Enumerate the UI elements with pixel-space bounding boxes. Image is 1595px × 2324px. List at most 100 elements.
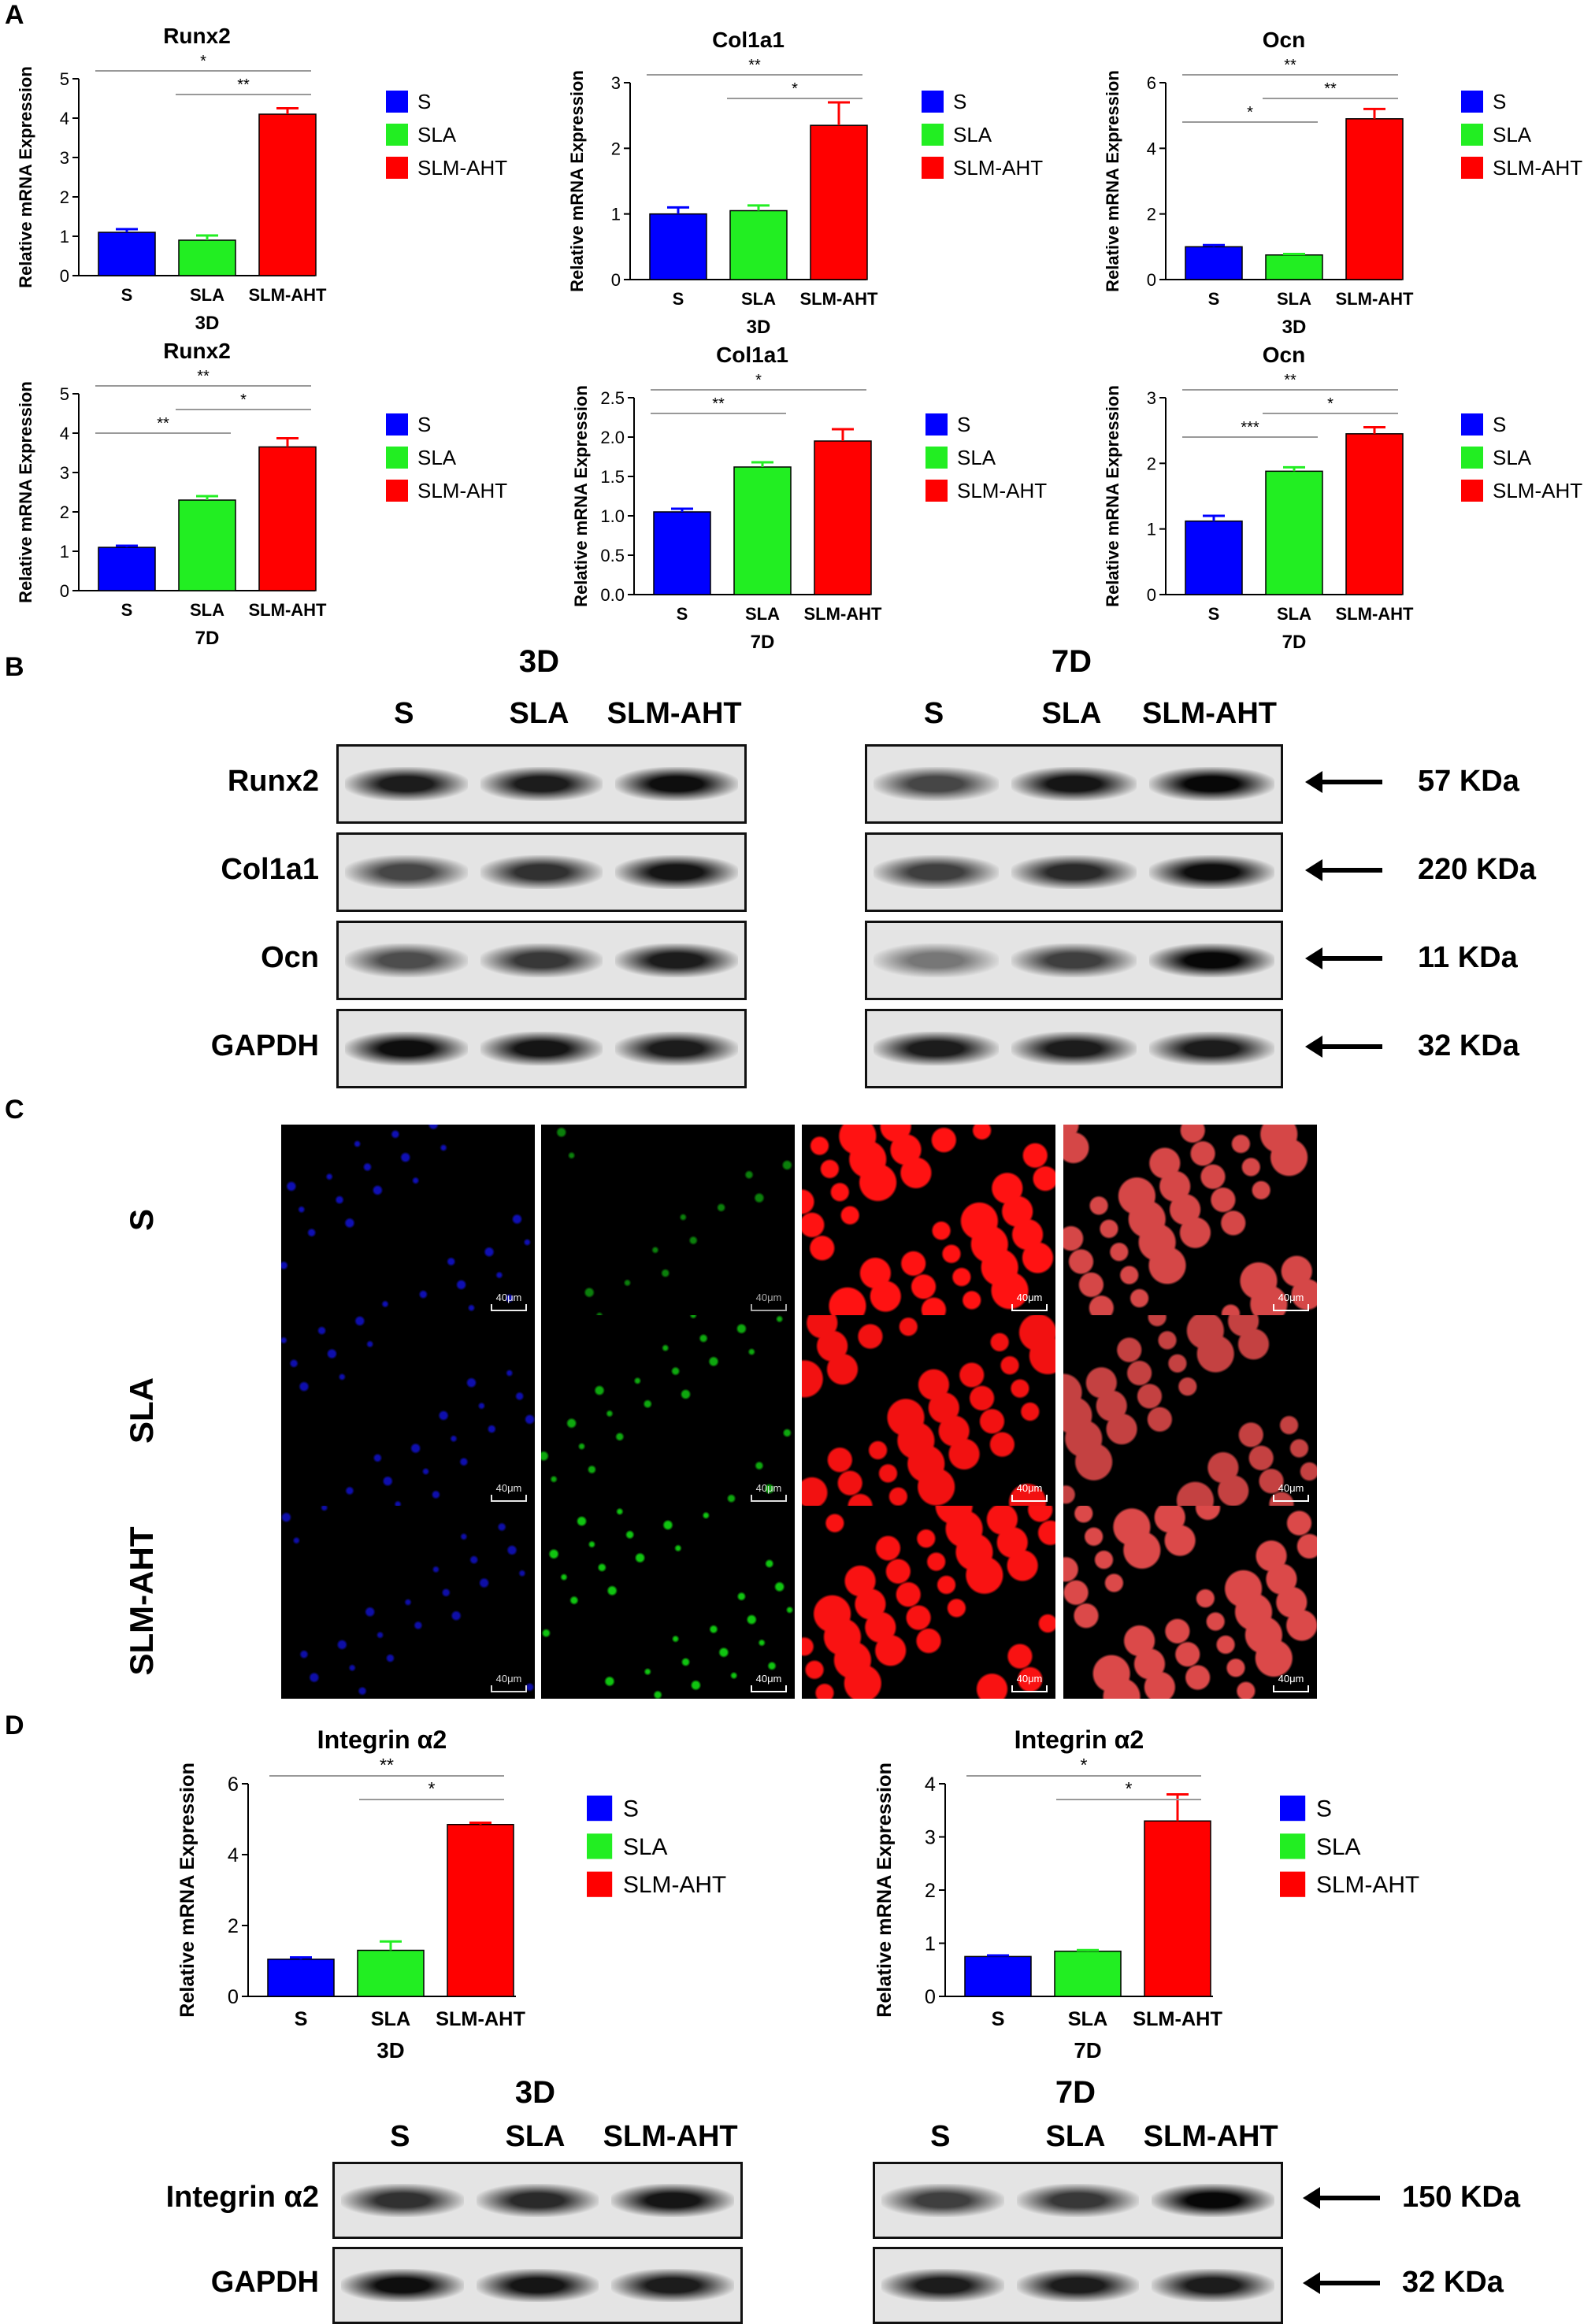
arrow-icon — [1303, 2187, 1380, 2209]
band — [874, 943, 999, 977]
y-tick-label: 3 — [925, 1827, 936, 1849]
significance-label: * — [1327, 395, 1333, 413]
legend-label: SLM-AHT — [1316, 1872, 1419, 1898]
bar-s — [1185, 246, 1243, 280]
significance-label: *** — [1241, 419, 1259, 436]
x-axis-label: 7D — [195, 628, 220, 649]
y-tick-label: 4 — [60, 109, 69, 128]
if-image-cell: 40μm — [541, 1315, 795, 1508]
legend-swatch-sla — [386, 124, 408, 146]
legend-swatch-s — [386, 91, 408, 113]
bar-s — [653, 511, 711, 595]
blot-strip-7d — [865, 832, 1283, 912]
scale-bar: 40μm — [1011, 1482, 1048, 1502]
blot-strip-3d — [336, 832, 747, 912]
scale-bar-line — [751, 1685, 787, 1692]
band — [1152, 2269, 1274, 2302]
band — [345, 855, 468, 889]
blot-strip-7d — [865, 744, 1283, 824]
y-tick-label: 1 — [925, 1933, 936, 1955]
scale-bar-line — [491, 1685, 527, 1692]
chart-integrin-a2-7d: Integrin α2 Relative mRNA Expression 0 1 2 3 4… — [859, 1713, 1567, 2075]
band — [611, 2184, 734, 2217]
blot-strip-3d — [336, 744, 747, 824]
significance-label: ** — [1284, 372, 1296, 389]
y-tick-label: 0 — [611, 270, 621, 290]
scale-bar-line — [1011, 1495, 1048, 1502]
if-image-cell: 40μm — [541, 1125, 795, 1318]
legend-swatch-slm-aht — [386, 480, 408, 502]
band — [345, 1032, 468, 1066]
y-tick-label: 2.0 — [600, 428, 625, 447]
lane-label-7d: S — [930, 2120, 951, 2153]
blot-strip-7d — [873, 2162, 1283, 2239]
legend-swatch-slm-aht — [922, 157, 944, 179]
bar-s — [98, 547, 156, 591]
legend-label: SLM-AHT — [417, 479, 507, 502]
blot-strip-3d — [336, 921, 747, 1000]
y-tick-label: 4 — [228, 1844, 239, 1866]
bar-slm-aht — [1144, 1820, 1211, 1997]
x-axis-label: 7D — [1282, 632, 1307, 653]
y-tick-label: 3 — [611, 73, 621, 93]
significance-label: * — [200, 53, 206, 70]
significance-label: * — [1126, 1778, 1133, 1799]
x-tick-label: SLM-AHT — [1133, 2008, 1222, 2030]
significance-label: ** — [157, 415, 169, 432]
x-axis-label: 7D — [751, 632, 775, 653]
bar-sla — [1265, 470, 1323, 595]
band — [615, 855, 738, 889]
y-axis-label: Relative mRNA Expression — [16, 381, 35, 603]
band — [1011, 767, 1137, 801]
chart-runx2-3d: Runx2 Relative mRNA Expression 0 1 2 3 4 5 S SLA S… — [0, 16, 536, 339]
y-axis-label: Relative mRNA Expression — [176, 1762, 198, 2018]
scale-bar: 40μm — [1273, 1292, 1309, 1311]
legend-label: SLM-AHT — [417, 156, 507, 180]
y-axis-label: Relative mRNA Expression — [567, 70, 587, 292]
legend-label: S — [1493, 90, 1506, 113]
legend-label: SLA — [1493, 446, 1532, 469]
chart-title: Runx2 — [163, 339, 231, 363]
x-tick-label: SLA — [1277, 604, 1311, 624]
legend-swatch-sla — [922, 124, 944, 146]
legend-label: S — [417, 413, 431, 436]
y-tick-label: 6 — [228, 1774, 239, 1796]
scale-bar-line — [1273, 1495, 1309, 1502]
legend-swatch-slm-aht — [1461, 480, 1483, 502]
scale-bar-label: 40μm — [755, 1292, 782, 1303]
y-axis-label: Relative mRNA Expression — [1103, 385, 1122, 607]
band — [881, 2269, 1004, 2302]
blot-row-label: Ocn — [261, 940, 319, 974]
if-image-cell: 40μm — [802, 1125, 1055, 1318]
band — [615, 767, 738, 801]
legend-label: SLA — [417, 123, 457, 146]
molecular-weight-label: 220 KDa — [1418, 852, 1536, 886]
scale-bar: 40μm — [751, 1482, 787, 1502]
x-tick-label: SLA — [745, 604, 780, 624]
lane-label-3d: SLM-AHT — [606, 697, 742, 730]
scale-bar-label: 40μm — [495, 1673, 522, 1685]
band — [1011, 943, 1137, 977]
legend-swatch-sla — [925, 447, 948, 469]
band — [341, 2184, 464, 2217]
significance-label: ** — [1284, 57, 1296, 74]
arrow-icon — [1305, 947, 1382, 969]
y-tick-label: 1 — [1147, 520, 1156, 539]
x-axis-label: 3D — [376, 2038, 404, 2063]
x-tick-label: SLA — [190, 600, 224, 620]
legend-swatch-slm-aht — [386, 157, 408, 179]
scale-bar: 40μm — [751, 1673, 787, 1692]
lane-label-3d: SLA — [509, 697, 569, 730]
bar-slm-aht — [258, 113, 317, 276]
x-tick-label: SLM-AHT — [1336, 289, 1415, 309]
arrow-icon — [1303, 2272, 1380, 2294]
chart-integrin-a2-3d: Integrin α2 Relative mRNA Expression 0 2 4 6 S… — [158, 1713, 788, 2075]
bar-sla — [733, 466, 792, 595]
x-axis-label: 3D — [1282, 317, 1307, 338]
blot-strip-3d — [332, 2162, 743, 2239]
blot-strip-7d — [865, 921, 1283, 1000]
scale-bar-label: 40μm — [1278, 1292, 1304, 1303]
y-tick-label: 1.5 — [600, 467, 625, 487]
x-axis-label: 3D — [195, 313, 220, 334]
blot-row-label: GAPDH — [210, 2266, 319, 2299]
